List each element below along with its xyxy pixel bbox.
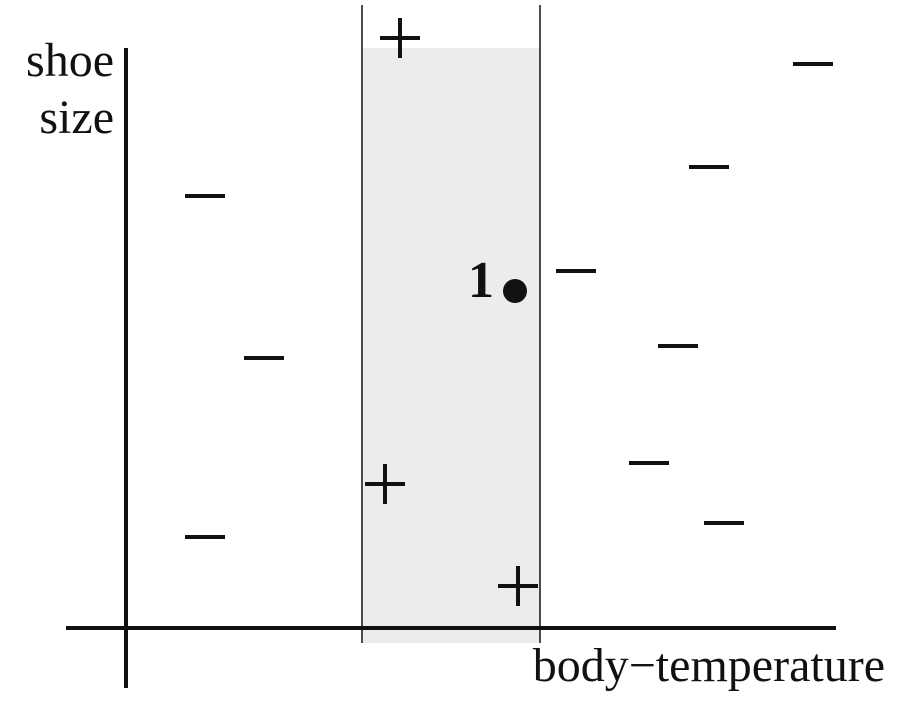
plus-points bbox=[365, 18, 538, 606]
minus-points bbox=[185, 62, 833, 539]
shaded-region bbox=[362, 48, 540, 643]
y-axis-label: shoe bbox=[26, 34, 114, 87]
y-axis-label: size bbox=[39, 91, 114, 144]
x-axis-label: body−temperature bbox=[533, 639, 885, 692]
query-point bbox=[503, 279, 527, 303]
point-label: 1 bbox=[468, 252, 494, 309]
